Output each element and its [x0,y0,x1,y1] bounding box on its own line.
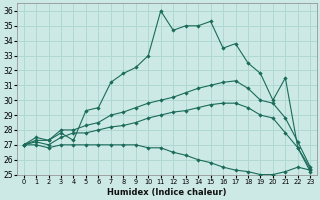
X-axis label: Humidex (Indice chaleur): Humidex (Indice chaleur) [107,188,227,197]
